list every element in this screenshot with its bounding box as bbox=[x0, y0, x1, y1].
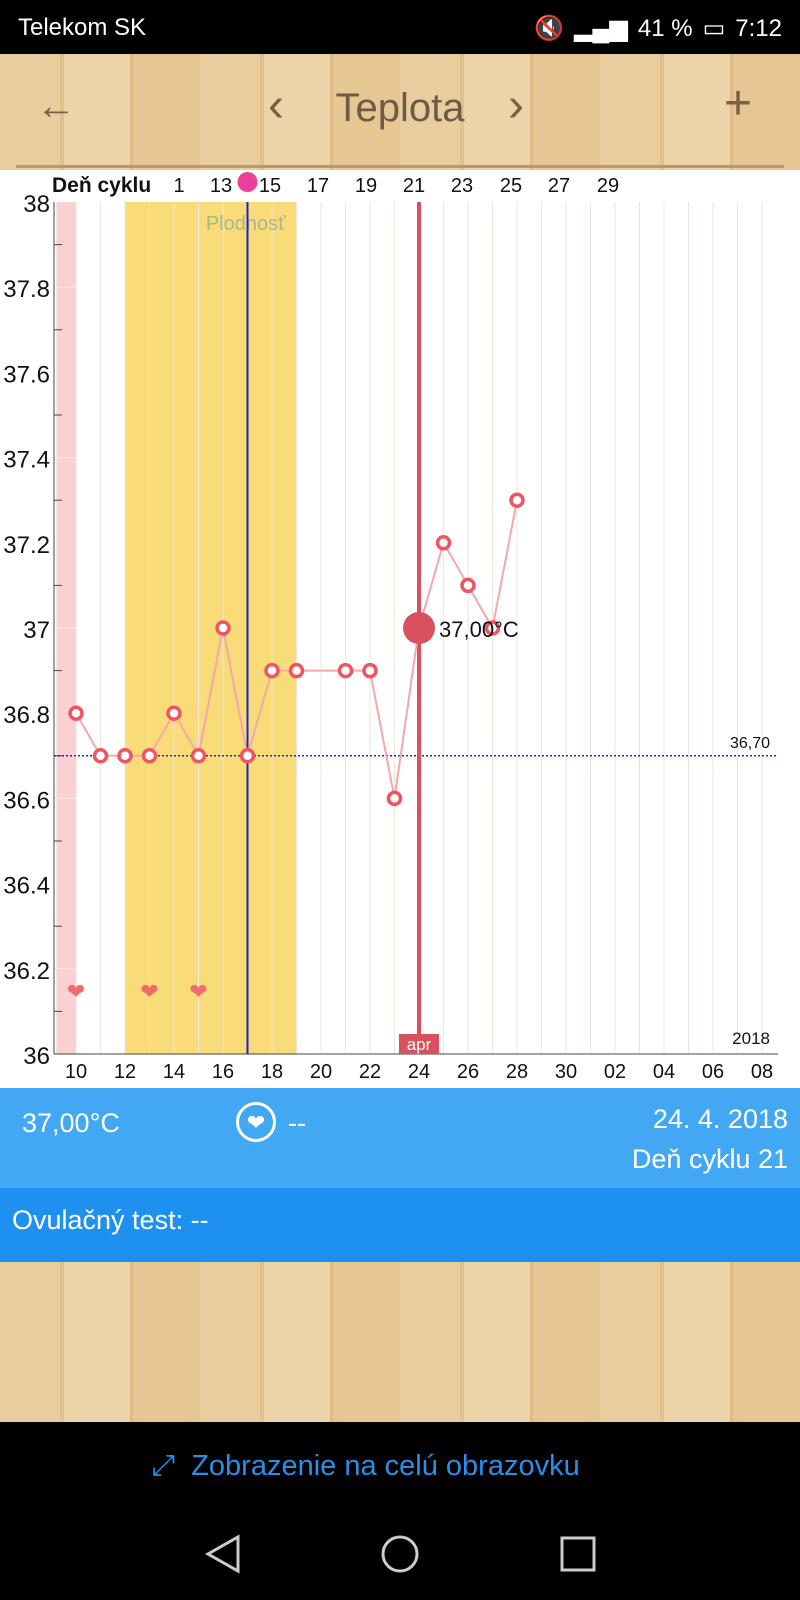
x-tick-label: 14 bbox=[163, 1061, 185, 1083]
data-point bbox=[264, 662, 280, 679]
y-tick-label: 37.4 bbox=[3, 447, 50, 474]
page-title: Teplota bbox=[335, 86, 465, 130]
x-tick-label: 16 bbox=[212, 1061, 234, 1083]
cycle-tick: 15 bbox=[259, 175, 281, 197]
carrier: Telekom SK bbox=[18, 14, 147, 41]
selected-temp: 37,00°C bbox=[22, 1108, 120, 1138]
cycle-tick: 29 bbox=[597, 175, 619, 197]
data-point bbox=[239, 748, 256, 764]
data-point bbox=[117, 748, 133, 764]
cycle-tick: 27 bbox=[548, 175, 570, 197]
cycle-tick: 1 bbox=[173, 175, 184, 197]
nav-recents-icon[interactable] bbox=[560, 1536, 596, 1572]
y-tick-label: 37.8 bbox=[3, 276, 50, 303]
temperature-chart[interactable]: 36 36.2 36.4 36.6 36.8 37 37.2 37.4 37.6 37.8 38 Pl… bbox=[0, 158, 800, 1088]
cycle-tick: 19 bbox=[355, 175, 377, 197]
next-button[interactable]: › bbox=[508, 79, 524, 132]
divider bbox=[16, 165, 784, 168]
clock: 7:12 bbox=[735, 14, 782, 42]
x-tick-label: 24 bbox=[408, 1061, 430, 1083]
selected-point bbox=[403, 612, 435, 644]
selected-value-label: 37,00°C bbox=[439, 617, 519, 642]
data-point bbox=[92, 748, 109, 764]
x-tick-label: 26 bbox=[457, 1061, 479, 1083]
data-point bbox=[362, 662, 378, 679]
fertile-label: Plodnosť bbox=[206, 213, 286, 235]
cycle-tick: 17 bbox=[307, 175, 329, 197]
status-bar: Telekom SK 🔇 ▂▄▆ 41 % ▭ 7:12 bbox=[0, 0, 800, 54]
cycle-tick: 13 bbox=[210, 175, 232, 197]
chart-svg[interactable]: 36 36.2 36.4 36.6 36.8 37 37.2 37.4 37.6 37.8 38 Pl… bbox=[0, 158, 800, 1088]
cycle-tick: 23 bbox=[451, 175, 473, 197]
y-tick-label: 37 bbox=[23, 617, 50, 644]
nav-home-icon[interactable] bbox=[381, 1535, 419, 1573]
heart-icon: ❤ bbox=[189, 979, 207, 1004]
x-tick-label: 30 bbox=[555, 1061, 577, 1083]
y-tick-label: 37.2 bbox=[3, 532, 50, 559]
y-tick-label: 36 bbox=[23, 1043, 50, 1070]
y-tick-label: 37.6 bbox=[3, 361, 50, 388]
x-tick-label: 22 bbox=[359, 1061, 381, 1083]
y-tick-label: 36.6 bbox=[3, 787, 50, 814]
back-button[interactable]: ← bbox=[36, 84, 76, 128]
y-tick-label: 36.8 bbox=[3, 702, 50, 729]
signal-icon: ▂▄▆ bbox=[573, 15, 628, 42]
data-point bbox=[190, 748, 207, 764]
y-tick-label: 36.4 bbox=[3, 873, 50, 900]
nav-back-icon[interactable] bbox=[204, 1534, 240, 1574]
data-point bbox=[509, 492, 525, 508]
coverline-label: 36,70 bbox=[730, 735, 770, 752]
info-panel: 37,00°C ❤ -- 24. 4. 2018 Deň cyklu 21 bbox=[0, 1088, 800, 1188]
battery-percent: 41 % bbox=[637, 14, 693, 42]
heart-icon: ❤ bbox=[67, 979, 85, 1004]
fullscreen-button[interactable]: ⤢ Zobrazenie na celú obrazovku bbox=[152, 1450, 580, 1483]
x-tick-label: 12 bbox=[114, 1061, 136, 1083]
x-tick-label: 28 bbox=[506, 1061, 528, 1083]
month-label: apr bbox=[407, 1035, 432, 1054]
x-tick-label: 18 bbox=[261, 1061, 283, 1083]
background bbox=[0, 1262, 800, 1422]
nav-bar bbox=[204, 1534, 596, 1574]
battery-icon: ▭ bbox=[702, 15, 726, 42]
data-point bbox=[166, 705, 182, 721]
data-point bbox=[386, 790, 403, 807]
data-point bbox=[484, 620, 501, 636]
x-tick-label: 08 bbox=[751, 1061, 773, 1083]
fertile-band bbox=[125, 202, 297, 1054]
data-point bbox=[288, 662, 305, 679]
data-point bbox=[215, 620, 231, 636]
x-tick-label: 06 bbox=[702, 1061, 724, 1083]
bottom-bar: ⤢ Zobrazenie na celú obrazovku bbox=[0, 1422, 800, 1600]
prev-button[interactable]: ‹ bbox=[268, 79, 284, 132]
heart-icon[interactable]: ❤ bbox=[236, 1102, 276, 1142]
x-tick-label: 02 bbox=[604, 1061, 626, 1083]
cycle-day: Deň cyklu 21 bbox=[631, 1144, 788, 1174]
add-button[interactable]: + bbox=[724, 77, 753, 130]
data-point bbox=[460, 577, 476, 594]
month-badge bbox=[399, 1034, 439, 1054]
cycle-tick: 25 bbox=[500, 175, 522, 197]
mute-icon: 🔇 bbox=[534, 15, 564, 42]
data-point bbox=[141, 748, 158, 764]
expand-icon: ⤢ bbox=[152, 1450, 176, 1482]
x-tick-label: 04 bbox=[653, 1061, 675, 1083]
ovulation-marker-icon bbox=[237, 172, 258, 192]
date: 24. 4. 2018 bbox=[652, 1104, 788, 1134]
fullscreen-label: Zobrazenie na celú obrazovku bbox=[191, 1450, 580, 1482]
y-tick-label: 36.2 bbox=[3, 958, 50, 985]
data-point bbox=[68, 705, 84, 721]
heart-icon: ❤ bbox=[140, 979, 158, 1004]
year-label: 2018 bbox=[732, 1029, 770, 1048]
x-tick-label: 10 bbox=[65, 1061, 87, 1083]
ovulation-test[interactable]: Ovulačný test: -- bbox=[0, 1188, 800, 1262]
toolbar: ← ‹ Teplota › + bbox=[0, 54, 800, 170]
cycle-day-label: Deň cyklu bbox=[52, 174, 151, 197]
cycle-tick: 21 bbox=[403, 175, 425, 197]
x-tick-label: 20 bbox=[310, 1061, 332, 1083]
sex-value: -- bbox=[288, 1108, 306, 1138]
y-tick-label: 38 bbox=[23, 191, 50, 218]
data-point bbox=[435, 535, 452, 551]
data-point bbox=[337, 662, 354, 679]
